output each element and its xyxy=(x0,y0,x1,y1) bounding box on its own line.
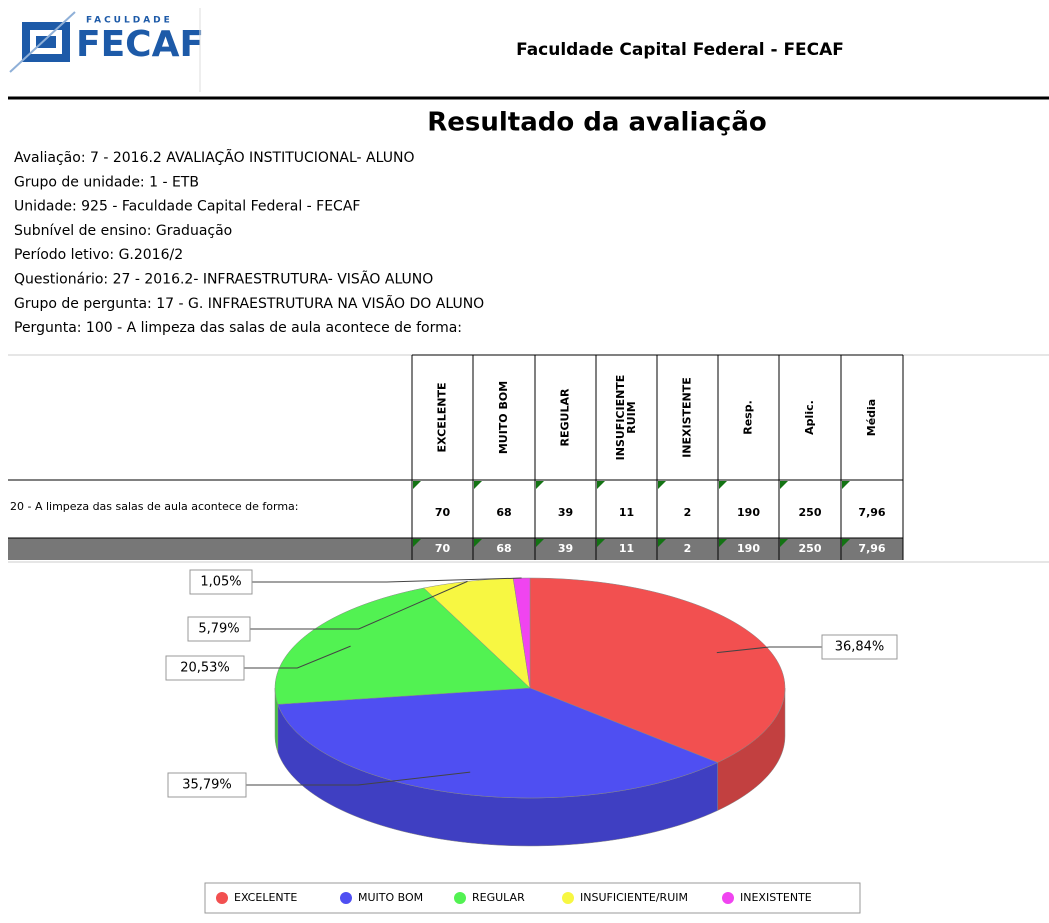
cell: 11 xyxy=(619,506,634,519)
legend-label: MUITO BOM xyxy=(358,891,423,904)
legend-swatch xyxy=(722,892,734,904)
cell: 2 xyxy=(684,506,692,519)
legend-swatch xyxy=(562,892,574,904)
cell-marker xyxy=(658,481,666,489)
cell: 68 xyxy=(496,506,511,519)
info-line: Questionário: 27 - 2016.2- INFRAESTRUTUR… xyxy=(14,271,433,288)
slice xyxy=(529,577,786,763)
column-header: INSUFICIENTE xyxy=(614,375,627,461)
total-cell: 68 xyxy=(496,542,511,555)
legend-label: REGULAR xyxy=(472,891,525,904)
column-header: INEXISTENTE xyxy=(681,377,694,458)
logo: FACULDADE FECAF xyxy=(9,11,204,73)
pie-chart: 36,84% 35,79% 20,53% 5,79% 1,05% xyxy=(165,569,898,847)
legend-swatch xyxy=(340,892,352,904)
slice-label: 1,05% xyxy=(200,575,241,590)
legend: EXCELENTE MUITO BOM REGULAR INSUFICIENTE/RU… xyxy=(216,891,812,904)
slice-label: 5,79% xyxy=(198,622,239,637)
info-line: Pergunta: 100 - A limpeza das salas de a… xyxy=(14,320,462,336)
cell-marker xyxy=(536,539,544,547)
cell: 190 xyxy=(737,506,760,519)
cell-marker xyxy=(780,481,788,489)
logo-small: FACULDADE xyxy=(86,16,173,26)
info: Avaliação: 7 - 2016.2 AVALIAÇÃO INSTITUC… xyxy=(14,149,484,336)
column-header: EXCELENTE xyxy=(436,383,449,453)
info-line: Unidade: 925 - Faculdade Capital Federal… xyxy=(14,199,360,215)
total-row-bg xyxy=(8,538,903,560)
cell: 39 xyxy=(558,506,573,519)
cell-marker xyxy=(719,539,727,547)
leader-line xyxy=(250,580,468,630)
column-header: REGULAR xyxy=(559,388,572,446)
total-cell: 190 xyxy=(737,542,760,555)
label-box xyxy=(165,655,245,681)
cell-marker xyxy=(780,539,788,547)
column-header: MUITO BOM xyxy=(497,381,510,454)
cell-marker xyxy=(413,481,421,489)
cell-marker xyxy=(597,481,605,489)
label-box xyxy=(167,772,247,798)
logo-big: FECAF xyxy=(76,24,204,65)
total-cell: 250 xyxy=(799,542,822,555)
info-line: Avaliação: 7 - 2016.2 AVALIAÇÃO INSTITUC… xyxy=(14,149,414,166)
label-box xyxy=(189,569,253,595)
cell-marker xyxy=(842,539,850,547)
info-line: Subnível de ensino: Graduação xyxy=(14,223,232,239)
cell-marker xyxy=(842,481,850,489)
legend-label: INSUFICIENTE/RUIM xyxy=(580,891,688,904)
legend-label: INEXISTENTE xyxy=(740,891,812,904)
slice xyxy=(512,577,531,689)
legend-box xyxy=(204,882,861,914)
leader-line xyxy=(244,645,351,669)
leader-line xyxy=(252,577,522,583)
slice xyxy=(274,587,531,705)
cell-marker xyxy=(658,539,666,547)
legend-swatch xyxy=(454,892,466,904)
slice-label: 35,79% xyxy=(182,778,232,793)
cell-marker xyxy=(474,539,482,547)
info-line: Grupo de pergunta: 17 - G. INFRAESTRUTUR… xyxy=(14,295,484,312)
cell-marker xyxy=(536,481,544,489)
column-header: Média xyxy=(865,399,878,436)
column-header: RUIM xyxy=(625,401,638,433)
cell: 250 xyxy=(799,506,822,519)
info-line: Período letivo: G.2016/2 xyxy=(14,247,183,263)
cell: 7,96 xyxy=(858,506,885,519)
legend-label: EXCELENTE xyxy=(234,891,297,904)
total-cell: 70 xyxy=(435,542,451,555)
slice-label: 36,84% xyxy=(835,640,885,655)
cell-marker xyxy=(413,539,421,547)
table: EXCELENTE MUITO BOM REGULAR INSUFICIENTERUI… xyxy=(8,354,904,560)
cell: 70 xyxy=(435,506,451,519)
column-header: Resp. xyxy=(742,400,755,435)
header-title: Faculdade Capital Federal - FECAF xyxy=(516,40,844,60)
column-header: Aplic. xyxy=(803,400,816,435)
total-cell: 7,96 xyxy=(858,542,885,555)
leader-line xyxy=(246,771,471,786)
slice-label: 20,53% xyxy=(180,661,230,676)
label-box xyxy=(821,634,898,660)
cell-marker xyxy=(719,481,727,489)
report-title: Resultado da avaliação xyxy=(427,108,767,138)
total-cell: 2 xyxy=(684,542,692,555)
legend-swatch xyxy=(216,892,228,904)
info-line: Grupo de unidade: 1 - ETB xyxy=(14,174,199,190)
total-cell: 11 xyxy=(619,542,634,555)
row-label: 20 - A limpeza das salas de aula acontec… xyxy=(10,500,299,513)
label-box xyxy=(187,616,251,642)
cell-marker xyxy=(597,539,605,547)
total-cell: 39 xyxy=(558,542,573,555)
cell-marker xyxy=(474,481,482,489)
slice xyxy=(277,687,719,799)
leader-line xyxy=(716,646,822,654)
